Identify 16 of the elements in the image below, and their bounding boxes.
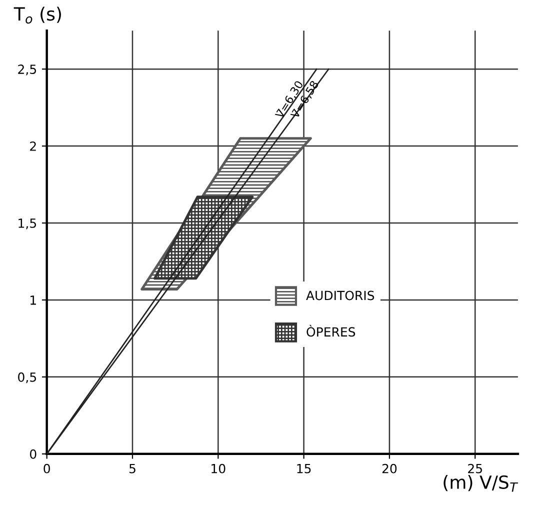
y-tick-label: 0,5 xyxy=(18,372,36,384)
y-tick-label: 2,5 xyxy=(18,64,36,76)
y-tick-label: 0 xyxy=(30,449,36,459)
y-tick-label: 1,5 xyxy=(18,218,36,230)
x-tick-label: 0 xyxy=(44,464,50,474)
y-axis-title: T$_{o}$ (s) xyxy=(14,6,61,24)
x-tick-label: 5 xyxy=(129,464,136,474)
legend-label: ÒPERES xyxy=(306,324,356,337)
y-tick-label: 2 xyxy=(30,142,36,151)
x-tick-label: 15 xyxy=(297,464,311,474)
x-axis-title: (m) V/S$_{T}$ xyxy=(444,475,518,492)
x-tick-label: 20 xyxy=(382,464,397,474)
x-tick-label: 25 xyxy=(468,464,482,474)
x-tick-label: 10 xyxy=(212,464,226,474)
legend-label: AUDITORIS xyxy=(306,290,374,300)
y-tick-label: 1 xyxy=(30,296,36,305)
